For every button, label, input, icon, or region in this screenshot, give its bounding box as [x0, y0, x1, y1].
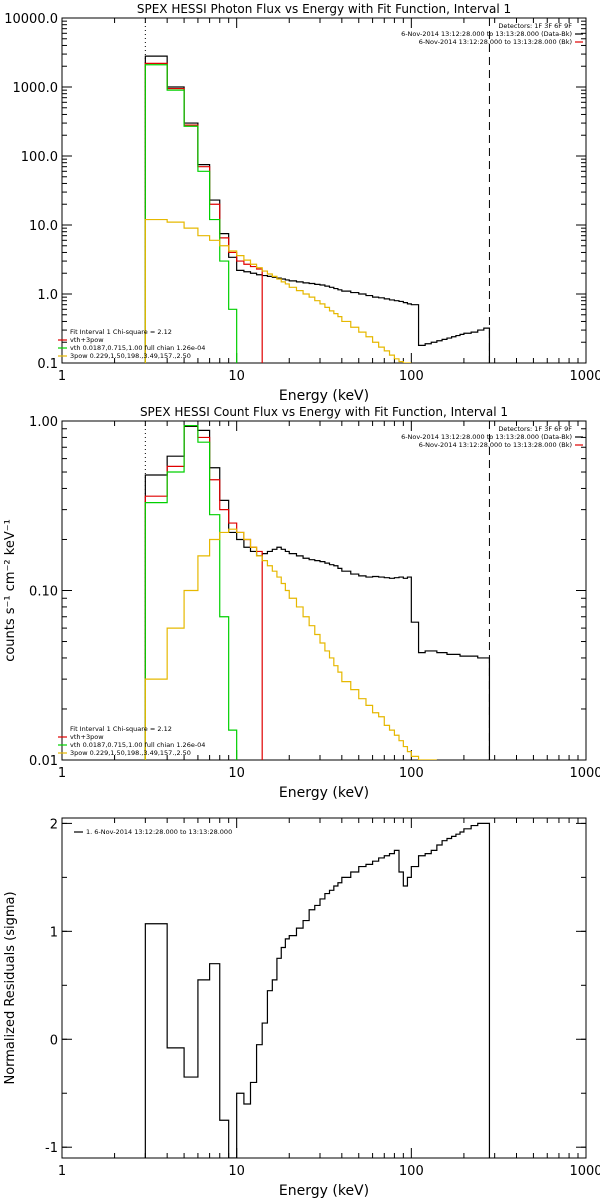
chart1-y-tick-label: 1000.0 [13, 81, 59, 96]
chart2-x-tick-label: 1 [58, 766, 66, 781]
chart1-series-0-line [144, 55, 491, 363]
chart1-series-3-line [144, 218, 412, 363]
chart3-plot-frame [61, 817, 587, 1159]
chart3-y-tick-label: 2 [50, 817, 58, 832]
chart2-title: SPEX HESSI Count Flux vs Energy with Fit… [140, 405, 508, 419]
chart1-legend-text: vth+3pow [70, 336, 104, 344]
chart1-legend-text: Detectors: 1F 3F 6F 9F [498, 22, 572, 30]
chart2-x-tick-label: 1000 [569, 766, 600, 781]
chart2-y-tick-label: 0.01 [29, 754, 58, 769]
chart2-plot-frame [61, 420, 587, 761]
chart2-x-tick-label: 10 [228, 766, 245, 781]
chart2-legend-text: vth 0.0187,0.715,1.00 full chian 1.26e-0… [70, 741, 205, 749]
chart2-legend-text: vth+3pow [70, 733, 104, 741]
chart1-x-tick-label: 1000 [569, 369, 600, 384]
chart3-x-tick-label: 10 [228, 1164, 245, 1179]
chart2-y-tick-label: 0.10 [29, 585, 58, 600]
chart1-plot-frame [61, 17, 587, 364]
chart1-y-tick-label: 100.0 [21, 150, 58, 165]
chart1-legend-text: vth 0.0187,0.715,1.00 full chian 1.26e-0… [70, 344, 205, 352]
chart3-series-0-line [144, 822, 491, 1158]
chart3-x-axis-label: Energy (keV) [279, 1183, 369, 1199]
chart1-legend-text: 6-Nov-2014 13:12:28.000 to 13:13:28.000 … [419, 38, 572, 46]
chart2-legend-text: Fit Interval 1 Chi-square = 2.12 [70, 725, 172, 733]
chart1-y-tick-label: 0.1 [37, 357, 58, 372]
chart2-x-axis-label: Energy (keV) [279, 785, 369, 801]
chart2-series-0-line [144, 425, 491, 760]
chart2-series-3-line [144, 528, 437, 760]
chart1-x-tick-label: 10 [228, 369, 245, 384]
chart2-series-1-line [144, 424, 263, 760]
chart1-legend-text: Fit Interval 1 Chi-square = 2.12 [70, 328, 172, 336]
chart3-x-tick-label: 100 [399, 1164, 424, 1179]
chart2-legend-text: 3pow 0.229,1.50,198.,3.49,157.,2.50 [70, 749, 191, 757]
chart3-y-tick-label: 0 [50, 1033, 58, 1048]
chart2-series-2-line [144, 424, 238, 760]
chart2-x-tick-label: 100 [399, 766, 424, 781]
chart1-legend-text: 6-Nov-2014 13:12:28.000 to 13:13:28.000 … [401, 30, 572, 38]
chart2-legend-text: Detectors: 1F 3F 6F 9F [498, 425, 572, 433]
chart1-x-axis-label: Energy (keV) [279, 388, 369, 404]
chart3-y-axis-label: Normalized Residuals (sigma) [3, 891, 18, 1084]
chart3-x-tick-label: 1 [58, 1164, 66, 1179]
chart3-legend-text: 1. 6-Nov-2014 13:12:28.000 to 13:13:28.0… [86, 828, 232, 836]
chart1-x-tick-label: 1 [58, 369, 66, 384]
chart1-series-1-line [144, 62, 263, 363]
chart3-y-tick-label: -1 [45, 1141, 58, 1156]
chart1-x-tick-label: 100 [399, 369, 424, 384]
chart3-x-tick-label: 1000 [569, 1164, 600, 1179]
chart2-legend-text: 6-Nov-2014 13:12:28.000 to 13:13:28.000 … [419, 441, 572, 449]
chart1-y-tick-label: 10.0 [29, 219, 58, 234]
chart1-series-2-line [144, 64, 238, 363]
chart2-y-tick-label: 1.00 [29, 415, 58, 430]
chart2-legend-text: 6-Nov-2014 13:12:28.000 to 13:13:28.000 … [401, 433, 572, 441]
chart3-y-tick-label: 1 [50, 925, 58, 940]
chart1-title: SPEX HESSI Photon Flux vs Energy with Fi… [137, 2, 511, 16]
chart1-y-tick-label: 1.0 [37, 288, 58, 303]
chart1-legend-text: 3pow 0.229,1.50,198.,3.49,157.,2.50 [70, 352, 191, 360]
chart2-y-axis-label: counts s⁻¹ cm⁻² keV⁻¹ [3, 519, 18, 662]
chart1-y-tick-label: 10000.0 [4, 12, 58, 27]
